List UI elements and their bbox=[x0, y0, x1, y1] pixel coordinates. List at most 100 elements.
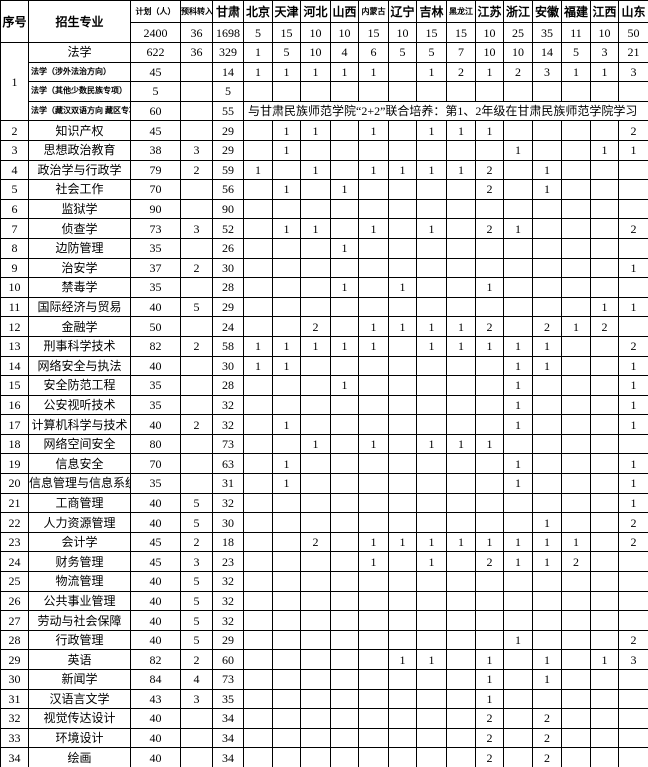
count-cell: 2 bbox=[561, 551, 591, 573]
count-cell bbox=[243, 433, 273, 455]
count-cell bbox=[330, 649, 359, 670]
count-cell bbox=[446, 277, 476, 298]
count-cell bbox=[446, 394, 476, 416]
count-cell: 1 bbox=[446, 316, 476, 337]
count-cell: 1 bbox=[446, 433, 476, 455]
row-number: 24 bbox=[0, 551, 29, 573]
count-cell: 23 bbox=[212, 551, 244, 573]
count-cell bbox=[330, 629, 359, 651]
count-cell: 40 bbox=[130, 727, 181, 749]
count-cell bbox=[446, 237, 476, 259]
row-number: 5 bbox=[0, 179, 29, 200]
count-cell bbox=[590, 610, 619, 631]
count-cell: 1 bbox=[503, 355, 533, 377]
count-cell: 2 bbox=[300, 316, 331, 337]
count-cell: 1 bbox=[618, 414, 648, 435]
count-cell: 45 bbox=[130, 531, 181, 553]
count-cell: 18 bbox=[212, 531, 244, 553]
count-cell: 1 bbox=[330, 179, 359, 200]
row-number: 29 bbox=[0, 649, 29, 670]
count-cell: 1 bbox=[618, 394, 648, 416]
count-cell bbox=[446, 688, 476, 710]
count-cell bbox=[446, 512, 476, 533]
count-cell bbox=[330, 257, 359, 279]
count-cell bbox=[590, 453, 619, 475]
count-cell bbox=[416, 747, 447, 767]
count-cell bbox=[243, 237, 273, 259]
header-cell: 计划（人） bbox=[130, 0, 181, 23]
row-number: 20 bbox=[0, 473, 29, 494]
count-cell bbox=[416, 473, 447, 494]
count-cell bbox=[272, 610, 301, 631]
count-cell bbox=[243, 531, 273, 553]
count-cell bbox=[561, 237, 591, 259]
count-cell bbox=[532, 629, 562, 651]
count-cell bbox=[475, 81, 504, 102]
header-cell: 预科转入 bbox=[180, 0, 213, 23]
count-cell bbox=[416, 277, 447, 298]
table-row: 26 公共事业管理 40 5 32 bbox=[0, 590, 648, 612]
count-cell: 6 bbox=[358, 42, 389, 63]
total-cell: 15 bbox=[358, 22, 389, 43]
count-cell: 3 bbox=[180, 218, 213, 239]
count-cell bbox=[358, 414, 389, 435]
count-cell bbox=[300, 414, 331, 435]
count-cell: 1 bbox=[416, 159, 447, 181]
major-name: 物流管理 bbox=[28, 571, 131, 592]
count-cell bbox=[358, 179, 389, 200]
table-row: 23 会计学 45 2 18 2 1 1 1 1 1 1 1 1 2 bbox=[0, 531, 648, 553]
count-cell: 29 bbox=[212, 296, 244, 318]
count-cell: 5 bbox=[272, 42, 301, 63]
count-cell bbox=[243, 375, 273, 396]
count-cell bbox=[300, 688, 331, 710]
count-cell bbox=[475, 414, 504, 435]
count-cell: 80 bbox=[130, 433, 181, 455]
count-cell bbox=[561, 414, 591, 435]
count-cell bbox=[388, 375, 417, 396]
count-cell bbox=[618, 610, 648, 631]
count-cell: 82 bbox=[130, 335, 181, 357]
count-cell: 2 bbox=[180, 159, 213, 181]
count-cell bbox=[180, 120, 213, 141]
count-cell bbox=[446, 257, 476, 279]
count-cell: 1 bbox=[503, 629, 533, 651]
count-cell: 1 bbox=[618, 296, 648, 318]
count-cell: 2 bbox=[475, 316, 504, 337]
count-cell: 1 bbox=[388, 159, 417, 181]
count-cell bbox=[416, 629, 447, 651]
count-cell bbox=[503, 708, 533, 729]
count-cell bbox=[180, 708, 213, 729]
count-cell bbox=[300, 610, 331, 631]
table-row: 20 信息管理与信息系统 35 31 1 1 1 bbox=[0, 473, 648, 494]
count-cell bbox=[416, 414, 447, 435]
count-cell bbox=[243, 727, 273, 749]
row-number: 27 bbox=[0, 610, 29, 631]
count-cell: 1 bbox=[416, 649, 447, 670]
count-cell: 35 bbox=[212, 688, 244, 710]
count-cell bbox=[590, 727, 619, 749]
major-name: 信息管理与信息系统 bbox=[28, 473, 131, 494]
count-cell bbox=[446, 649, 476, 670]
count-cell bbox=[416, 296, 447, 318]
count-cell bbox=[561, 512, 591, 533]
count-cell bbox=[618, 198, 648, 220]
count-cell bbox=[416, 610, 447, 631]
count-cell: 79 bbox=[130, 159, 181, 181]
count-cell: 1 bbox=[590, 296, 619, 318]
count-cell: 1 bbox=[475, 277, 504, 298]
count-cell: 1 bbox=[532, 551, 562, 573]
count-cell: 1 bbox=[330, 61, 359, 83]
count-cell bbox=[618, 237, 648, 259]
count-cell bbox=[358, 610, 389, 631]
count-cell bbox=[590, 669, 619, 690]
row-number: 33 bbox=[0, 727, 29, 749]
row-number: 3 bbox=[0, 139, 29, 161]
header-cell: 山西 bbox=[330, 0, 359, 23]
count-cell bbox=[416, 237, 447, 259]
count-cell bbox=[272, 688, 301, 710]
count-cell: 32 bbox=[212, 610, 244, 631]
count-cell: 1 bbox=[475, 669, 504, 690]
total-cell: 10 bbox=[475, 22, 504, 43]
count-cell: 1 bbox=[272, 179, 301, 200]
count-cell bbox=[590, 551, 619, 573]
